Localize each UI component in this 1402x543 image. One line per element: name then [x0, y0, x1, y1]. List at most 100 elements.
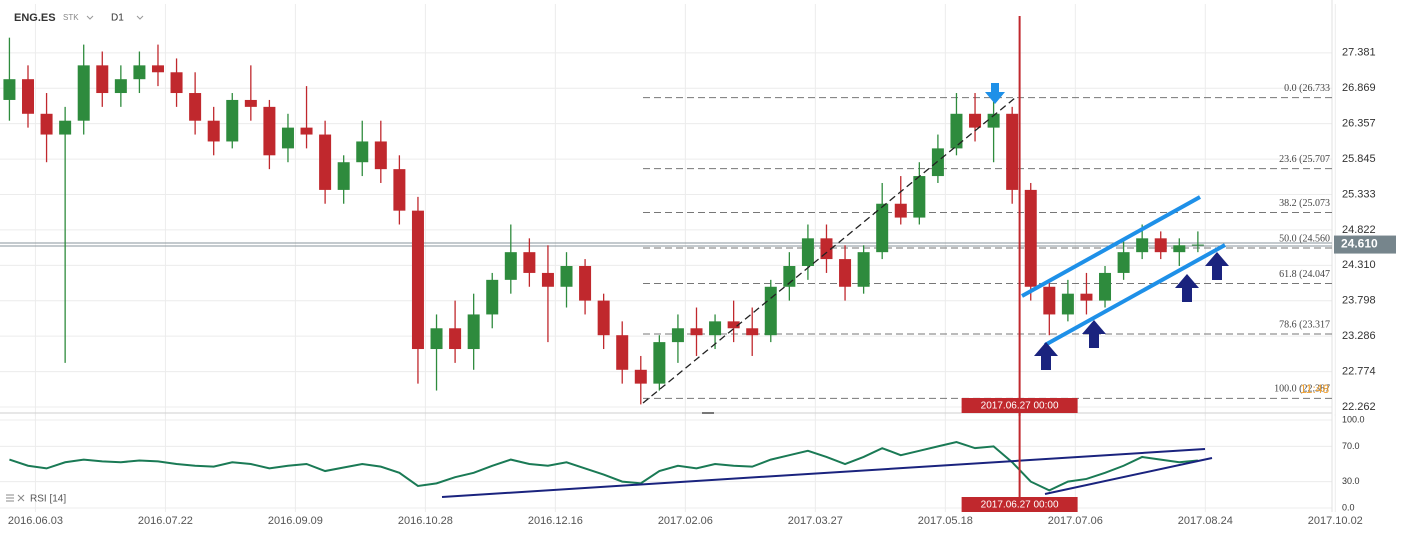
- y-tick-label: 25.333: [1342, 188, 1376, 200]
- x-tick-label: 2017.05.18: [918, 515, 973, 527]
- candle-body: [709, 321, 722, 336]
- candle-body: [374, 141, 387, 170]
- x-tick-label: 2017.07.06: [1048, 515, 1103, 527]
- y-tick-label: 23.286: [1342, 330, 1376, 342]
- candle-body: [1191, 244, 1204, 246]
- candle-body: [114, 79, 127, 94]
- up-arrow: [1205, 252, 1229, 280]
- candle-body: [857, 252, 870, 287]
- candle-body: [430, 328, 443, 350]
- x-tick-label: 2017.10.02: [1308, 515, 1363, 527]
- up-arrow: [1082, 320, 1106, 348]
- y-tick-label: 27.381: [1342, 47, 1376, 59]
- candle-body: [356, 141, 369, 163]
- candle-body: [133, 65, 146, 80]
- candle-body: [616, 335, 629, 370]
- trend-line: [642, 97, 1016, 404]
- y-tick-label: 100.0: [1342, 414, 1365, 424]
- candle-body: [393, 169, 406, 211]
- candle-body: [96, 65, 109, 94]
- close-icon[interactable]: [17, 494, 25, 502]
- x-tick-label: 2016.06.03: [8, 515, 63, 527]
- up-arrows: [1034, 252, 1229, 370]
- candle-body: [801, 238, 814, 267]
- candle-body: [671, 328, 684, 343]
- candle-body: [467, 314, 480, 350]
- candle-body: [1006, 113, 1019, 190]
- candle-body: [486, 279, 499, 315]
- x-tick-label: 2017.08.24: [1178, 515, 1233, 527]
- rsi-title: RSI [14]: [30, 494, 66, 505]
- candle-body: [1099, 272, 1112, 301]
- candle-body: [411, 210, 424, 350]
- candle-body: [894, 203, 907, 218]
- candle-body: [59, 120, 72, 135]
- timeframe[interactable]: D1: [111, 13, 124, 24]
- candle-body: [1061, 293, 1074, 315]
- x-tick-label: 2017.03.27: [788, 515, 843, 527]
- fib-label: 61.8 (24.047: [1279, 269, 1330, 280]
- candle-body: [653, 342, 666, 384]
- candle-body: [1154, 238, 1167, 253]
- channel-line: [1044, 243, 1226, 347]
- candle-body: [876, 203, 889, 253]
- candle-body: [950, 113, 963, 149]
- candle-body: [783, 266, 796, 287]
- countdown: 11:48: [1300, 382, 1329, 396]
- rsi-trend-line: [441, 448, 1206, 498]
- fib-label: 38.2 (25.073: [1279, 198, 1330, 209]
- y-tick-label: 24.310: [1342, 259, 1376, 271]
- cursor-date-tag: [961, 497, 1078, 512]
- cursor-date-label: 2017.06.27 00:00: [981, 500, 1059, 511]
- y-tick-label: 30.0: [1342, 476, 1360, 486]
- rsi-legend[interactable]: RSI [14]: [6, 494, 66, 505]
- instrument-kind[interactable]: STK: [63, 13, 79, 22]
- candle-body: [21, 79, 34, 114]
- x-tick-label: 2016.12.16: [528, 515, 583, 527]
- candle-body: [449, 328, 462, 350]
- candle-body: [820, 238, 833, 260]
- fib-label: 0.0 (26.733: [1284, 83, 1330, 94]
- cursor-date-label: 2017.06.27 00:00: [981, 401, 1059, 412]
- candle-body: [727, 321, 740, 329]
- candle-body: [504, 252, 517, 280]
- y-tick-label: 26.869: [1342, 82, 1376, 94]
- candle-body: [560, 266, 573, 287]
- candle-body: [523, 252, 536, 273]
- y-tick-label: 22.262: [1342, 401, 1376, 413]
- y-tick-label: 70.0: [1342, 441, 1360, 451]
- candle-body: [1117, 252, 1130, 273]
- symbol[interactable]: ENG.ES: [14, 12, 56, 24]
- dropdown-icon[interactable]: [136, 15, 144, 20]
- x-tick-label: 2017.02.06: [658, 515, 713, 527]
- fib-label: 100.0 (22.387: [1274, 384, 1330, 395]
- menu-icon[interactable]: [6, 494, 14, 502]
- y-tick-label: 26.357: [1342, 118, 1376, 130]
- y-tick-label: 24.822: [1342, 224, 1376, 236]
- dropdown-icon[interactable]: [86, 15, 94, 20]
- candle-body: [931, 148, 944, 177]
- cursor-date-tag: [961, 398, 1078, 413]
- y-tick-label: 23.798: [1342, 295, 1376, 307]
- candle-body: [281, 127, 294, 149]
- candle-body: [746, 328, 759, 336]
- candle-body: [244, 99, 257, 107]
- candle-body: [337, 162, 350, 190]
- up-arrow: [1034, 342, 1058, 370]
- x-tick-label: 2016.10.28: [398, 515, 453, 527]
- candle-body: [151, 65, 164, 73]
- candle-body: [1173, 245, 1186, 253]
- candle-body: [1024, 189, 1037, 287]
- candle-body: [597, 300, 610, 336]
- candle-body: [764, 286, 777, 336]
- last-price-tag: [1334, 235, 1396, 254]
- x-tick-label: 2016.07.22: [138, 515, 193, 527]
- up-arrow: [1175, 274, 1199, 302]
- fib-label: 50.0 (24.560: [1279, 233, 1330, 244]
- y-tick-label: 25.845: [1342, 153, 1376, 165]
- fib-label: 78.6 (23.317: [1279, 319, 1330, 330]
- candle-body: [189, 93, 202, 121]
- candle-body: [987, 113, 1000, 128]
- rsi-trend-line: [1044, 457, 1213, 495]
